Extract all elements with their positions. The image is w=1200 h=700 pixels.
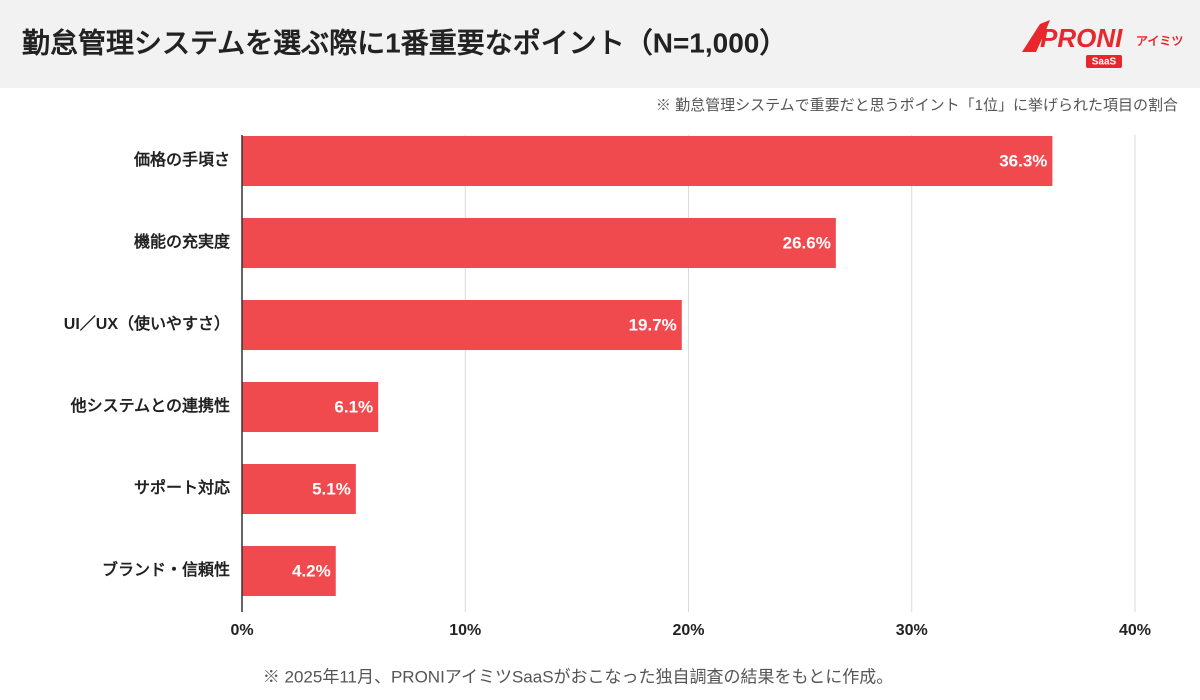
bar — [242, 546, 336, 596]
bar — [242, 300, 682, 350]
bar — [242, 136, 1053, 186]
header-band — [0, 0, 1200, 88]
bar — [242, 218, 836, 268]
logo-badge: SaaS — [1092, 57, 1117, 68]
y-tick-label: 機能の充実度 — [134, 232, 231, 251]
logo-suffix: アイミツ — [1136, 34, 1183, 48]
x-tick-label: 20% — [672, 622, 704, 639]
logo-icon — [1022, 20, 1050, 52]
y-tick-label: 他システムとの連携性 — [70, 396, 230, 415]
value-label: 26.6% — [783, 233, 831, 252]
y-tick-label: ブランド・信頼性 — [102, 560, 230, 579]
logo-brand: PRONI — [1040, 23, 1123, 53]
value-label: 19.7% — [629, 315, 677, 334]
value-label: 6.1% — [334, 397, 373, 416]
x-tick-label: 0% — [230, 622, 253, 639]
y-tick-label: UI／UX（使いやすさ） — [64, 314, 230, 333]
value-label: 36.3% — [999, 151, 1047, 170]
x-tick-label: 40% — [1119, 622, 1151, 639]
bar — [242, 382, 379, 432]
y-tick-label: 価格の手頃さ — [133, 150, 230, 169]
x-tick-label: 10% — [449, 622, 481, 639]
logo: PRONI アイミツ SaaS — [1022, 20, 1183, 68]
footnote: ※ 2025年11月、PRONIアイミツSaaSがおこなった独自調査の結果をもと… — [263, 667, 893, 686]
subtitle: ※ 勤怠管理システムで重要だと思うポイント「1位」に挙げられた項目の割合 — [656, 97, 1178, 114]
value-label: 4.2% — [292, 561, 331, 580]
chart-title: 勤怠管理システムを選ぶ際に1番重要なポイント（N=1,000） — [22, 26, 787, 58]
logo-badge-box — [1086, 55, 1122, 68]
y-tick-label: サポート対応 — [134, 478, 230, 497]
x-tick-label: 30% — [896, 622, 928, 639]
bar — [242, 464, 356, 514]
value-label: 5.1% — [312, 479, 351, 498]
